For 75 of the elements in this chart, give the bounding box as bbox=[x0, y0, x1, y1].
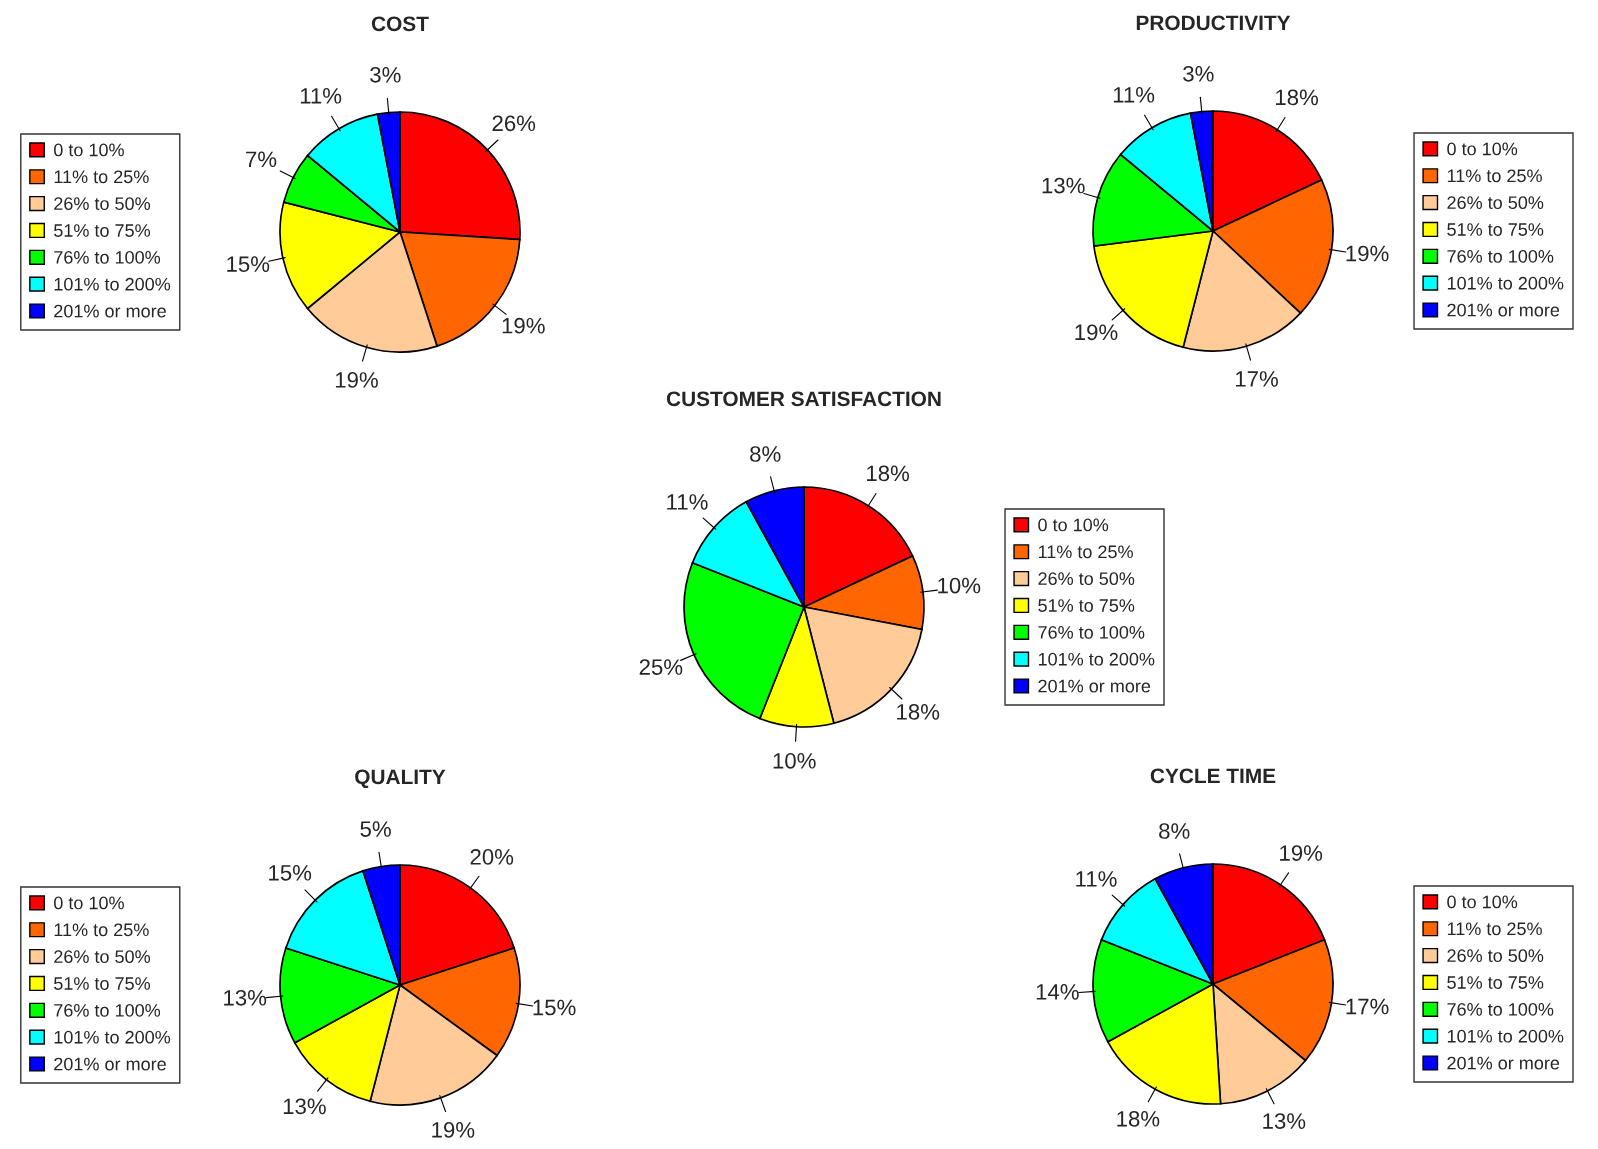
legend-label: 101% to 200% bbox=[1038, 652, 1155, 666]
legend-label: 201% or more bbox=[1447, 303, 1560, 317]
legend-label: 101% to 200% bbox=[1447, 1029, 1564, 1043]
data-label: 15% bbox=[533, 999, 576, 1016]
chart-title: COST bbox=[371, 16, 429, 32]
data-label: 13% bbox=[224, 989, 267, 1006]
data-label: 18% bbox=[867, 465, 910, 482]
legend-label: 26% to 50% bbox=[54, 950, 151, 964]
data-label: 11% bbox=[300, 88, 342, 104]
data-label: 19% bbox=[335, 372, 378, 388]
chart-title: CUSTOMER SATISFACTION bbox=[666, 391, 941, 407]
legend-label: 11% to 25% bbox=[1038, 545, 1133, 559]
data-label: 25% bbox=[639, 659, 683, 675]
chart-title: CYCLE TIME bbox=[1150, 768, 1276, 784]
legend-label: 0 to 10% bbox=[54, 896, 124, 910]
data-label: 10% bbox=[938, 577, 981, 594]
legend-label: 76% to 100% bbox=[1447, 1002, 1554, 1016]
data-label: 11% bbox=[1076, 871, 1117, 887]
data-label: 19% bbox=[502, 317, 545, 334]
legend-label: 51% to 75% bbox=[1038, 599, 1135, 612]
data-label: 8% bbox=[1159, 823, 1190, 839]
legend-label: 0 to 10% bbox=[1038, 518, 1109, 532]
legend-label: 76% to 100% bbox=[1447, 249, 1554, 263]
data-label: 26% bbox=[492, 115, 536, 132]
legend-label: 26% to 50% bbox=[54, 197, 151, 211]
legend-label: 0 to 10% bbox=[54, 143, 124, 157]
legend-label: 76% to 100% bbox=[1038, 625, 1145, 639]
legend-label: 51% to 75% bbox=[1447, 223, 1544, 236]
legend-label: 0 to 10% bbox=[1447, 142, 1518, 156]
legend-label: 101% to 200% bbox=[54, 1030, 171, 1044]
legend-label: 201% or more bbox=[54, 304, 166, 318]
legend-label: 26% to 50% bbox=[1447, 949, 1544, 963]
data-label: 17% bbox=[1235, 371, 1278, 387]
data-label: 19% bbox=[1346, 245, 1389, 262]
legend-label: 0 to 10% bbox=[1447, 895, 1518, 909]
legend-label: 51% to 75% bbox=[54, 977, 151, 990]
legend-label: 101% to 200% bbox=[54, 277, 171, 291]
data-label: 3% bbox=[1183, 65, 1214, 82]
data-label: 13% bbox=[1042, 177, 1085, 194]
data-label: 8% bbox=[750, 446, 781, 462]
data-label: 11% bbox=[667, 494, 708, 510]
data-label: 19% bbox=[432, 1122, 475, 1138]
data-label: 11% bbox=[1113, 87, 1155, 103]
data-label: 13% bbox=[1263, 1113, 1306, 1129]
data-label: 14% bbox=[1036, 984, 1079, 1000]
legend-label: 11% to 25% bbox=[1447, 169, 1542, 183]
legend-label: 26% to 50% bbox=[1038, 572, 1135, 586]
chart-title: QUALITY bbox=[355, 769, 446, 789]
data-label: 19% bbox=[1075, 324, 1118, 341]
data-label: 19% bbox=[1280, 845, 1323, 861]
legend-label: 51% to 75% bbox=[1447, 976, 1544, 989]
data-label: 18% bbox=[897, 704, 940, 720]
legend-label: 101% to 200% bbox=[1447, 276, 1564, 290]
data-label: 20% bbox=[470, 849, 514, 865]
data-label: 17% bbox=[1346, 998, 1389, 1015]
legend-label: 201% or more bbox=[54, 1057, 166, 1071]
legend-label: 11% to 25% bbox=[54, 170, 149, 184]
data-label: 18% bbox=[1276, 89, 1319, 106]
data-label: 15% bbox=[269, 865, 312, 881]
legend-label: 76% to 100% bbox=[54, 250, 161, 264]
data-label: 18% bbox=[1117, 1110, 1160, 1127]
legend-label: 11% to 25% bbox=[1447, 922, 1542, 936]
data-label: 7% bbox=[246, 151, 277, 168]
legend-label: 76% to 100% bbox=[54, 1003, 161, 1017]
data-label: 3% bbox=[370, 66, 401, 83]
chart-title: PRODUCTIVITY bbox=[1136, 15, 1291, 31]
data-label: 5% bbox=[360, 821, 391, 837]
legend-label: 11% to 25% bbox=[54, 923, 149, 937]
data-label: 10% bbox=[773, 752, 816, 769]
data-label: 13% bbox=[283, 1098, 326, 1115]
legend-label: 201% or more bbox=[1038, 679, 1151, 693]
legend-label: 26% to 50% bbox=[1447, 196, 1544, 210]
legend-label: 51% to 75% bbox=[54, 224, 151, 237]
legend-label: 201% or more bbox=[1447, 1056, 1560, 1070]
data-label: 15% bbox=[227, 256, 270, 272]
